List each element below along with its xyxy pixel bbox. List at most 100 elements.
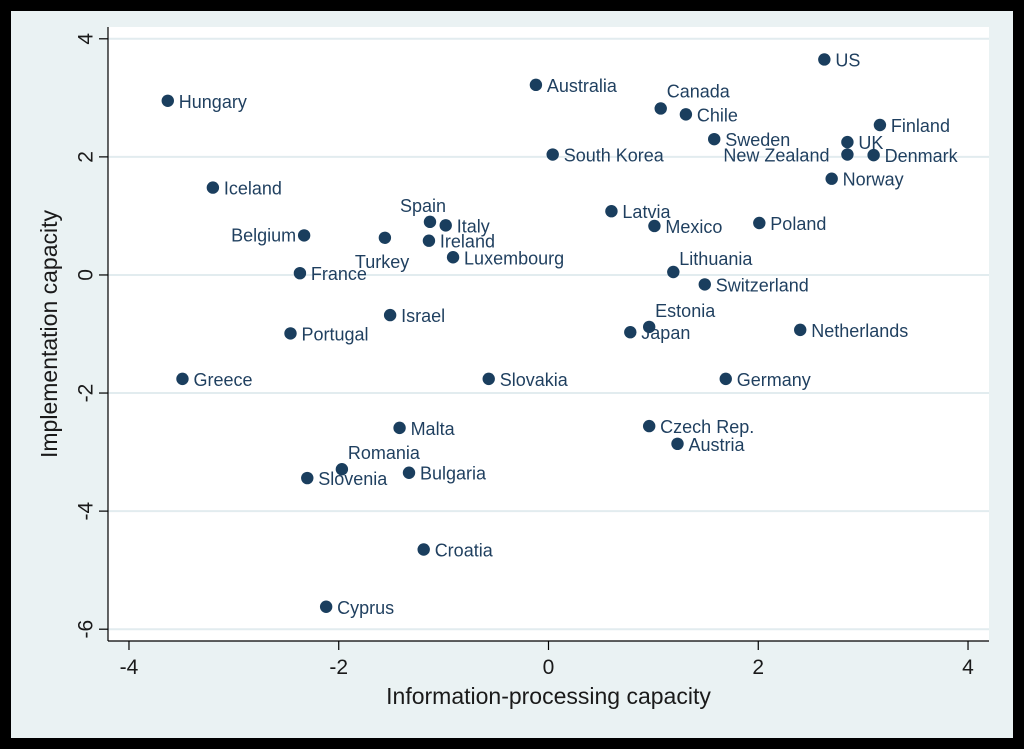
point-label: Iceland — [224, 179, 282, 199]
data-point — [393, 421, 406, 435]
data-point — [708, 132, 721, 146]
point-label: Japan — [641, 323, 690, 343]
y-tick-label: -6 — [75, 620, 98, 639]
x-axis-title: Information-processing capacity — [386, 683, 711, 709]
data-point — [825, 172, 838, 185]
point-label: Hungary — [179, 92, 247, 112]
x-tick-label: 4 — [962, 656, 974, 679]
grid-lines — [108, 37, 989, 631]
data-point — [378, 231, 392, 244]
data-point — [446, 251, 460, 264]
data-point — [654, 102, 667, 115]
data-point — [383, 308, 397, 322]
point-label: Turkey — [355, 252, 409, 272]
data-point — [176, 372, 189, 386]
point-label: Malta — [411, 419, 456, 439]
point-label: Australia — [547, 76, 618, 96]
point-label: Croatia — [435, 540, 494, 560]
point-label: Estonia — [655, 301, 716, 321]
point-label: Spain — [400, 196, 446, 216]
data-point — [642, 320, 656, 334]
data-point — [671, 437, 684, 451]
point-label: France — [311, 264, 367, 284]
point-label: South Korea — [564, 146, 665, 166]
point-label: Norway — [843, 170, 904, 190]
y-tick-label: 0 — [75, 269, 98, 281]
x-tick-label: 0 — [543, 656, 555, 679]
data-point — [417, 543, 430, 556]
scatter-chart: -4 -2 0 2 4 -6 -4 -2 0 2 4 US Australia Hungary Canad… — [36, 27, 989, 709]
point-label: Mexico — [665, 217, 722, 237]
point-label: Switzerland — [716, 275, 809, 295]
data-point — [624, 326, 637, 339]
data-point — [698, 278, 711, 291]
point-label: Greece — [193, 370, 252, 390]
point-label: Slovakia — [500, 370, 569, 390]
point-label: New Zealand — [723, 146, 829, 166]
data-point — [319, 600, 333, 613]
point-label: Romania — [348, 443, 421, 463]
data-point — [301, 471, 314, 485]
data-point — [818, 53, 831, 66]
data-point — [605, 205, 618, 218]
data-point — [422, 234, 436, 247]
x-tick-label: 2 — [752, 656, 764, 679]
data-point — [867, 148, 880, 162]
data-points: US Australia Hungary Canada Chile Finland Swed… — [161, 50, 959, 618]
point-label: Austria — [689, 435, 746, 455]
point-label: Denmark — [885, 146, 959, 166]
data-point — [284, 327, 297, 340]
data-point — [423, 215, 437, 229]
point-label: Latvia — [622, 202, 671, 222]
y-tick-label: 4 — [75, 33, 98, 45]
chart-frame: -4 -2 0 2 4 -6 -4 -2 0 2 4 US Australia Hungary Canad… — [11, 11, 1013, 738]
data-point — [482, 372, 495, 386]
data-point — [667, 265, 680, 279]
point-label: Germany — [737, 370, 811, 390]
point-label: UK — [858, 133, 883, 153]
x-tick-label: -2 — [329, 656, 348, 679]
point-label: Poland — [770, 214, 826, 234]
y-axis-title: Implementation capacity — [36, 209, 62, 458]
data-point — [679, 108, 693, 121]
data-point — [794, 323, 807, 337]
y-tick-label: -4 — [75, 501, 98, 520]
point-label: Italy — [457, 216, 490, 236]
data-point — [161, 94, 174, 107]
point-label: Slovenia — [318, 469, 388, 489]
data-point — [719, 372, 732, 386]
point-label: Lithuania — [679, 249, 753, 269]
plot-area — [108, 27, 989, 641]
data-point — [293, 266, 307, 280]
data-point — [439, 219, 452, 232]
point-label: Finland — [891, 116, 950, 136]
point-label: Bulgaria — [420, 464, 487, 484]
data-point — [546, 148, 559, 161]
data-point — [642, 419, 656, 433]
point-label: Portugal — [301, 324, 368, 344]
data-point — [335, 462, 349, 476]
point-label: Belgium — [231, 225, 296, 245]
point-label: Czech Rep. — [660, 417, 754, 437]
point-label: Sweden — [725, 130, 790, 150]
data-point — [873, 118, 887, 132]
point-label: Ireland — [440, 232, 495, 252]
point-label: Netherlands — [811, 321, 908, 341]
point-label: Luxembourg — [464, 248, 564, 268]
y-tick-label: -2 — [75, 384, 98, 403]
x-tick-label: -4 — [120, 656, 139, 679]
point-label: Israel — [401, 306, 445, 326]
data-point — [206, 181, 220, 194]
ticks: -4 -2 0 2 4 -6 -4 -2 0 2 4 — [75, 33, 975, 679]
data-point — [841, 135, 854, 149]
point-label: Canada — [667, 81, 731, 101]
data-point — [529, 78, 543, 92]
data-point — [297, 229, 311, 242]
point-label: Chile — [697, 105, 738, 125]
point-label: Cyprus — [337, 598, 394, 618]
data-point — [753, 216, 766, 230]
data-point — [648, 219, 661, 233]
data-point — [402, 466, 416, 479]
data-point — [841, 148, 854, 161]
y-tick-label: 2 — [75, 151, 98, 163]
